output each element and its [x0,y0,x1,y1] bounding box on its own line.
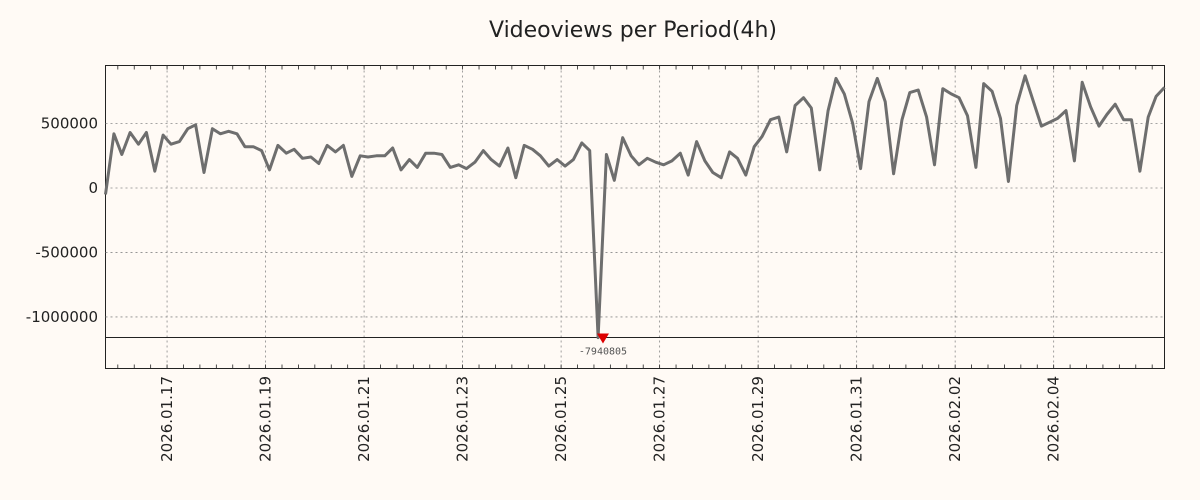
x-tick-label: 2026.01.29 [749,376,767,462]
chart-title: Videoviews per Period(4h) [489,18,777,43]
plot-area [105,65,1165,369]
x-tick-label: 2026.01.31 [848,376,866,462]
x-tick-label: 2026.01.27 [651,376,669,462]
y-tick-label: -1000000 [26,308,98,326]
y-tick-label: -500000 [35,243,98,261]
clipped-value-marker-icon [596,333,609,344]
x-tick-label: 2026.01.21 [355,376,373,462]
x-tick-label: 2026.01.19 [257,376,275,462]
series-line-videoviews [104,74,1166,340]
series-layer [104,74,1166,340]
clipped-value-label: -7940805 [579,347,627,358]
x-tick-label: 2026.02.02 [946,376,964,462]
x-tick-label: 2026.01.17 [158,376,176,462]
x-tick-label: 2026.01.23 [454,376,472,462]
x-tick-label: 2026.02.04 [1045,376,1063,462]
y-tick-label: 0 [88,179,98,197]
y-tick-label: 500000 [41,115,98,133]
grid-lines [105,65,1165,369]
y-axis: 500000 0 -500000 -1000000 [26,115,98,326]
x-tick-label: 2026.01.25 [552,376,570,462]
x-axis: 2026.01.17 2026.01.19 2026.01.21 2026.01… [158,376,1063,462]
